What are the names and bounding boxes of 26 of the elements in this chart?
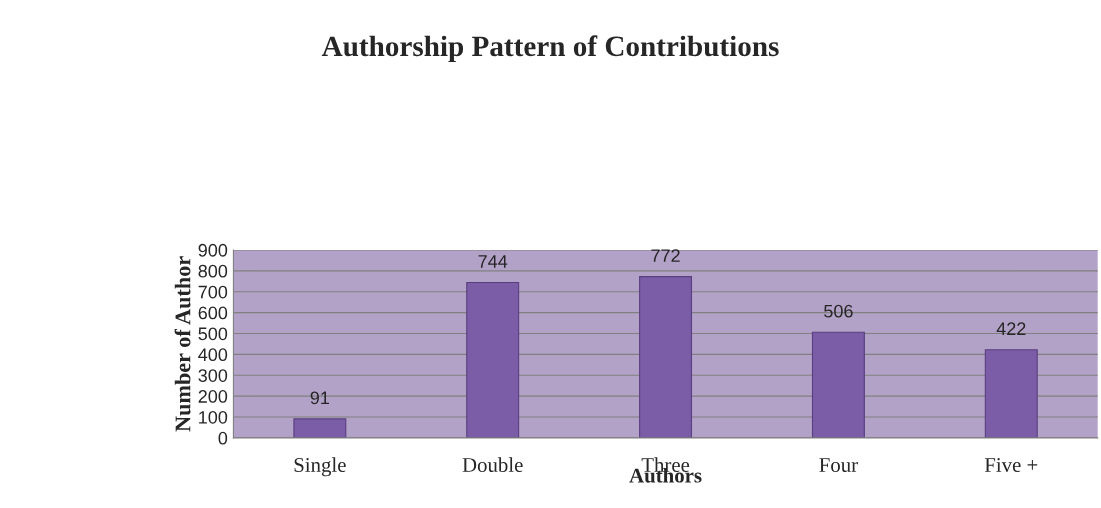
y-tick-label: 900 (198, 243, 228, 257)
x-tick-label: Four (819, 458, 858, 472)
x-tick-label: Five + (984, 458, 1038, 472)
bar (984, 349, 1038, 438)
x-tick-label: Double (462, 457, 523, 472)
y-tick-label: 100 (199, 410, 228, 424)
chart-title: Authorship Pattern of Contributions (321, 35, 779, 63)
y-tick-label: 0 (218, 431, 228, 445)
y-axis-title: Number of Author (174, 256, 191, 432)
bar (293, 418, 347, 438)
y-tick-label: 300 (198, 369, 228, 382)
bar (466, 281, 520, 438)
y-tick-label: 400 (198, 348, 228, 362)
y-tick-label: 200 (198, 390, 228, 403)
y-tick-label: 700 (198, 285, 228, 299)
y-tick-label: 500 (198, 327, 228, 341)
data-label: 422 (996, 322, 1026, 335)
data-label: 772 (651, 249, 680, 262)
bar (811, 331, 865, 438)
data-label: 506 (824, 304, 853, 318)
bar (639, 276, 693, 438)
y-tick-label: 600 (198, 306, 228, 320)
data-label: 91 (310, 391, 329, 405)
x-tick-label: Single (294, 457, 346, 477)
y-tick-label: 800 (198, 264, 228, 278)
data-label: 744 (478, 255, 508, 268)
